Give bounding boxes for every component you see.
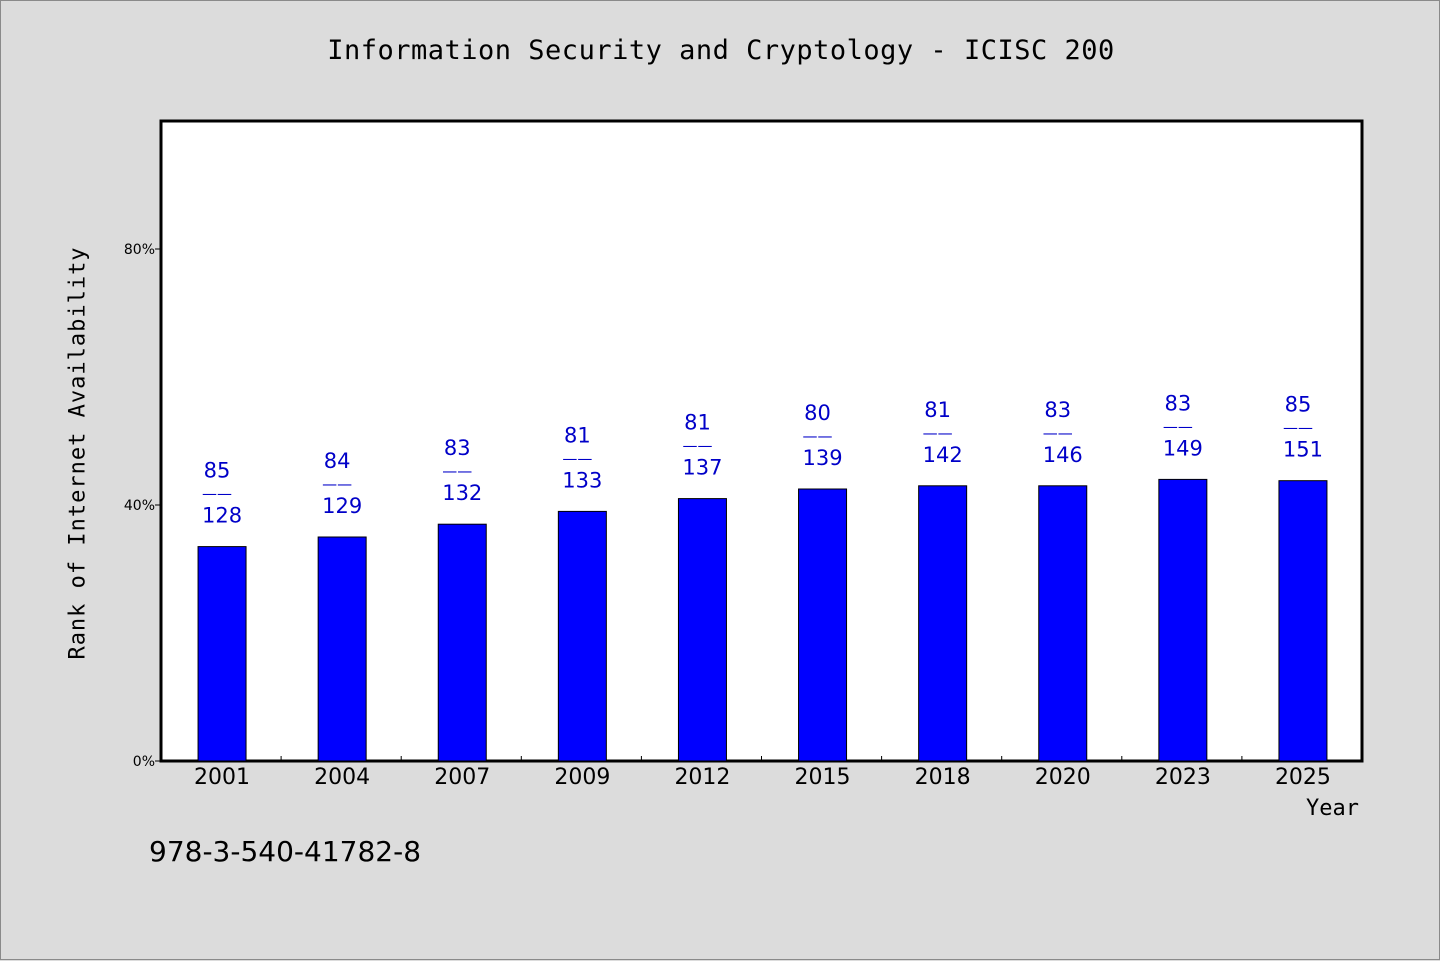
data-label-bottom: 137 [682,456,722,480]
data-label-bottom: 151 [1283,438,1323,462]
data-label-bottom: 146 [1043,443,1083,467]
data-label-top: 84 [324,449,351,473]
bar [197,546,247,762]
x-tick-label: 2018 [915,765,971,790]
y-tick-label: 0% [133,754,155,770]
bar [317,536,367,762]
bar [557,510,607,762]
data-label-separator: —— [562,449,592,467]
bar [1158,478,1208,762]
data-label-top: 83 [1164,391,1191,415]
bar [1278,480,1328,762]
data-label-separator: —— [923,424,953,442]
y-tick-label: 40% [124,498,155,514]
data-label-top: 81 [924,398,951,422]
data-label-bottom: 129 [322,494,362,518]
data-label-separator: —— [1283,419,1313,437]
data-label-bottom: 139 [803,446,843,470]
data-label-top: 85 [1285,393,1312,417]
data-label-separator: —— [1043,424,1073,442]
data-label-top: 85 [204,459,231,483]
data-label-bottom: 142 [923,443,963,467]
x-tick-label: 2012 [674,765,730,790]
data-label-separator: —— [803,427,833,445]
data-label-separator: —— [682,437,712,455]
x-tick-label: 2015 [795,765,851,790]
data-label-top: 83 [444,436,471,460]
data-label-separator: —— [1163,417,1193,435]
x-tick-label: 2009 [554,765,610,790]
bar [1038,485,1088,762]
bar [798,488,848,762]
data-label-top: 81 [564,423,591,447]
bar [677,498,727,762]
data-label-bottom: 132 [442,481,482,505]
chart-title: Information Security and Cryptology - IC… [327,35,1115,66]
data-label-separator: —— [322,475,352,493]
x-tick-label: 2020 [1035,765,1091,790]
x-axis-title: Year [1306,796,1359,821]
x-tick-label: 2001 [194,765,250,790]
data-label-top: 81 [684,411,711,435]
data-label-top: 80 [804,401,831,425]
bar [437,523,487,762]
x-tick-label: 2023 [1155,765,1211,790]
data-label-separator: —— [442,462,472,480]
x-tick-label: 2007 [434,765,490,790]
bar [918,485,968,762]
data-label-bottom: 128 [202,504,242,528]
y-tick-label: 80% [124,242,155,258]
data-label-bottom: 149 [1163,436,1203,460]
x-tick-label: 2025 [1275,765,1331,790]
isbn-label: 978-3-540-41782-8 [149,835,422,868]
data-label-top: 83 [1044,398,1071,422]
data-label-separator: —— [202,485,232,503]
x-tick-label: 2004 [314,765,370,790]
data-label-bottom: 133 [562,468,602,492]
